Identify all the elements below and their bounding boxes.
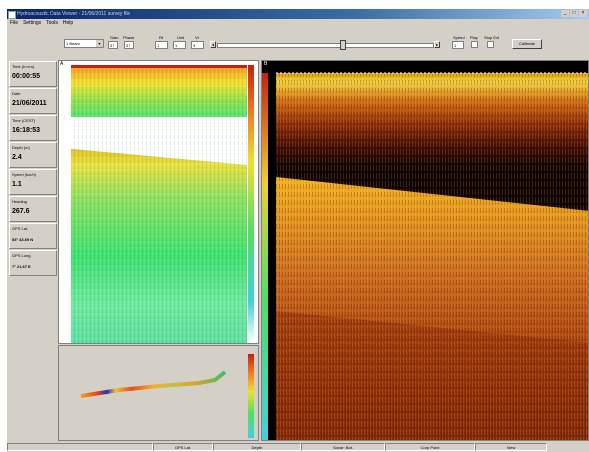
application-window: Hydroacoustic Data Viewer - 21/06/2011 s…	[7, 9, 589, 452]
info-value: 1.1	[12, 181, 22, 188]
toolbar: 1 Beam ▾ Gain 37 Phase 37 Rt 1 Unit 1 Vt…	[7, 30, 589, 52]
menu-file[interactable]: File	[10, 20, 19, 26]
info-box-date: Date 21/06/2011	[9, 88, 57, 114]
info-value: 2.4	[12, 154, 22, 161]
speed-input[interactable]: 1	[452, 41, 464, 49]
status-sonar: Sonar: Bot.	[301, 443, 385, 451]
info-box-speed: Speed (km/h) 1.1	[9, 169, 57, 195]
position-slider-thumb[interactable]	[339, 40, 346, 50]
info-box-time-cest: Time (CEST) 16:18:53	[9, 115, 57, 141]
status-gps-lat: GPS Lat.	[153, 443, 213, 451]
status-depth: Depth	[213, 443, 301, 451]
mode-select[interactable]: 1 Beam ▾	[64, 39, 104, 48]
echogram-left-image	[71, 65, 254, 343]
info-label: Depth (m)	[12, 145, 30, 150]
panel-marker-a: A	[60, 61, 64, 67]
spin-a-input[interactable]: 1	[155, 41, 168, 49]
info-label: Speed (km/h)	[12, 172, 37, 177]
info-box-gps-long: GPS Long. 7° 21.67 E	[9, 250, 57, 276]
menu-bar: File Settings Tools Help	[7, 19, 589, 28]
gain-label: Gain	[110, 35, 119, 40]
chevron-down-icon: ▾	[96, 40, 103, 47]
echogram-panel-right[interactable]: B	[261, 60, 589, 441]
echogram-right-image	[262, 72, 588, 440]
info-value: 21/06/2011	[12, 100, 47, 107]
phase-label: Phase	[123, 35, 135, 40]
info-label: Time (CEST)	[12, 118, 36, 123]
play-label: Play	[470, 35, 478, 40]
info-label: Time (h:m:s)	[12, 64, 35, 69]
info-label: GPS Lat.	[12, 226, 29, 231]
maximize-button[interactable]: □	[570, 10, 578, 17]
info-box-heading: Heading 267.6	[9, 196, 57, 222]
status-view: View	[475, 443, 547, 451]
info-value: 7° 21.67 E	[12, 264, 31, 269]
stop-checkbox[interactable]	[487, 41, 494, 48]
info-label: Heading	[12, 199, 27, 204]
speed-label: Speed	[453, 35, 465, 40]
track-map-panel[interactable]	[58, 345, 259, 441]
info-value: 00:00:55	[12, 73, 41, 80]
info-value: 267.6	[12, 208, 30, 215]
spin-b-input[interactable]: 1	[173, 41, 186, 49]
info-label: Date	[12, 91, 21, 96]
gain-input[interactable]: 37	[108, 41, 118, 49]
window-title: Hydroacoustic Data Viewer - 21/06/2011 s…	[17, 11, 131, 17]
status-field	[7, 443, 153, 451]
calibrate-button[interactable]: Calibrate	[512, 39, 542, 49]
app-icon	[8, 11, 16, 19]
color-scale-bar-right	[262, 73, 268, 440]
menu-settings[interactable]: Settings	[23, 20, 42, 26]
info-value: 53° 43.69 N	[12, 237, 34, 242]
close-button[interactable]: ×	[579, 10, 587, 17]
info-label: GPS Long.	[12, 253, 32, 258]
menu-help[interactable]: Help	[62, 20, 74, 26]
spin-a-label: Rt	[159, 35, 163, 40]
menu-tools[interactable]: Tools	[46, 20, 58, 26]
sidebar: Time (h:m:s) 00:00:55 Date 21/06/2011 Time…	[9, 61, 57, 277]
scroll-left-button[interactable]: ◂	[210, 41, 216, 48]
spin-c-input[interactable]: 3	[191, 41, 204, 49]
echogram-panel-left[interactable]: A	[58, 60, 259, 344]
spin-c-label: Vt	[195, 35, 199, 40]
stop-label: Stop Ext	[484, 35, 500, 40]
minimize-button[interactable]: _	[561, 10, 569, 17]
status-corp-point: Corp Point	[385, 443, 475, 451]
spin-b-label: Unit	[177, 35, 185, 40]
scroll-right-button[interactable]: ▸	[434, 41, 440, 48]
status-bar: GPS Lat. Depth Sonar: Bot. Corp Point Vi…	[7, 443, 589, 452]
title-bar: Hydroacoustic Data Viewer - 21/06/2011 s…	[7, 9, 589, 19]
track-map	[80, 354, 254, 438]
panel-marker-b: B	[264, 61, 268, 67]
info-box-time: Time (h:m:s) 00:00:55	[9, 61, 57, 87]
phase-input[interactable]: 37	[124, 41, 134, 49]
info-box-gps-lat: GPS Lat. 53° 43.69 N	[9, 223, 57, 249]
color-scale-bar	[248, 65, 254, 343]
play-checkbox[interactable]	[471, 41, 478, 48]
info-value: 16:18:53	[12, 127, 41, 134]
position-slider[interactable]	[217, 43, 434, 48]
info-box-depth: Depth (m) 2.4	[9, 142, 57, 168]
